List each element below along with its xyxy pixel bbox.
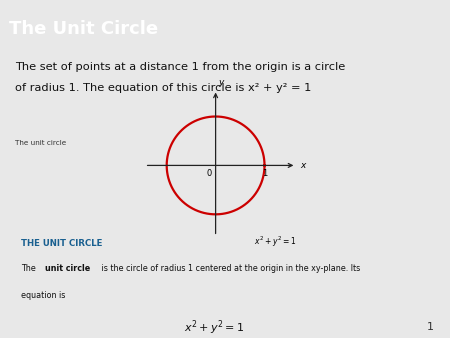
Text: $x^2 + y^2 = 1$: $x^2 + y^2 = 1$ — [254, 235, 296, 249]
Text: $x^2 + y^2 = 1$: $x^2 + y^2 = 1$ — [184, 319, 244, 337]
Text: The unit circle: The unit circle — [15, 140, 66, 146]
Text: y: y — [219, 78, 224, 87]
Text: of radius 1. The equation of this circle is x² + y² = 1: of radius 1. The equation of this circle… — [15, 83, 311, 93]
Text: is the circle of radius 1 centered at the origin in the xy-plane. Its: is the circle of radius 1 centered at th… — [99, 264, 360, 273]
Text: x: x — [300, 161, 305, 170]
Text: 1: 1 — [262, 169, 267, 178]
Text: THE UNIT CIRCLE: THE UNIT CIRCLE — [22, 239, 103, 248]
Text: The: The — [22, 264, 39, 273]
Text: unit circle: unit circle — [45, 264, 90, 273]
Text: The Unit Circle: The Unit Circle — [9, 20, 158, 39]
Text: equation is: equation is — [22, 291, 66, 300]
Text: 1: 1 — [427, 322, 434, 332]
Text: The set of points at a distance 1 from the origin is a circle: The set of points at a distance 1 from t… — [15, 62, 345, 72]
Text: 0: 0 — [207, 169, 212, 178]
